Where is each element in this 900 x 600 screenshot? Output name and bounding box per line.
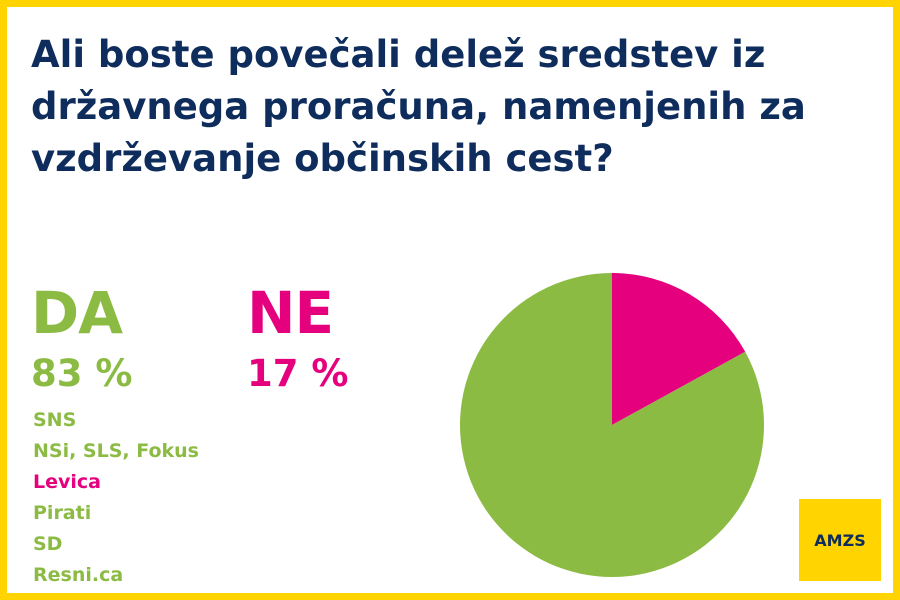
- pie-slice-ne: [612, 273, 746, 425]
- answer-yes-percent: 83 %: [31, 352, 133, 395]
- amzs-logo: AMZS: [799, 499, 881, 581]
- party-list: SNS NSi, SLS, Fokus Levica Pirati SD Res…: [33, 405, 199, 591]
- party-item: SNS: [33, 409, 77, 431]
- party-item: NSi, SLS, Fokus: [33, 440, 199, 462]
- question-title: Ali boste povečali delež sredstev iz drž…: [31, 33, 806, 180]
- answer-no-percent: 17 %: [247, 352, 349, 395]
- party-item: SD: [33, 533, 63, 555]
- party-item: Levica: [33, 471, 101, 493]
- answer-yes: DA 83 %: [31, 282, 132, 396]
- party-item: Resni.ca: [33, 564, 124, 586]
- answer-no-label: NE: [247, 279, 334, 347]
- party-item: Pirati: [33, 502, 92, 524]
- answer-no: NE 17 %: [247, 282, 348, 396]
- pie-slice-da: [459, 273, 764, 577]
- pie-chart: [459, 273, 764, 577]
- answer-yes-label: DA: [31, 279, 123, 347]
